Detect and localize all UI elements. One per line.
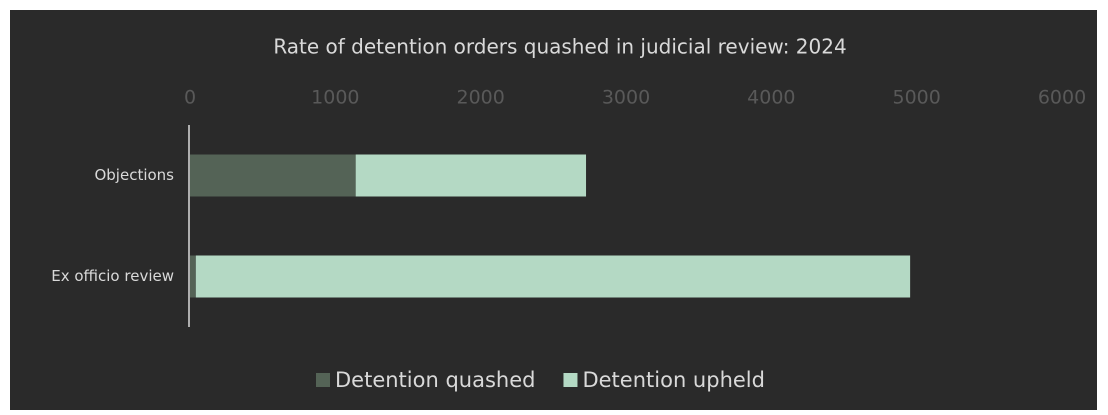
bar — [355, 154, 587, 197]
legend-label: Detention upheld — [582, 368, 765, 392]
legend-swatch — [316, 373, 330, 387]
bar — [190, 255, 196, 298]
chart-background — [10, 10, 1097, 410]
x-tick-label: 0 — [184, 87, 196, 109]
x-tick-label: 2000 — [456, 87, 504, 109]
y-tick-label: Ex officio review — [51, 267, 174, 285]
bar — [195, 255, 911, 298]
x-tick-label: 3000 — [602, 87, 650, 109]
x-tick-label: 4000 — [747, 87, 795, 109]
x-tick-label: 6000 — [1038, 87, 1086, 109]
legend-swatch — [563, 373, 578, 387]
x-tick-label: 1000 — [311, 87, 359, 109]
x-tick-label: 5000 — [892, 87, 940, 109]
y-tick-label: Objections — [94, 166, 174, 184]
legend-label: Detention quashed — [335, 368, 535, 392]
bar — [190, 154, 356, 197]
chart-title: Rate of detention orders quashed in judi… — [273, 35, 846, 59]
